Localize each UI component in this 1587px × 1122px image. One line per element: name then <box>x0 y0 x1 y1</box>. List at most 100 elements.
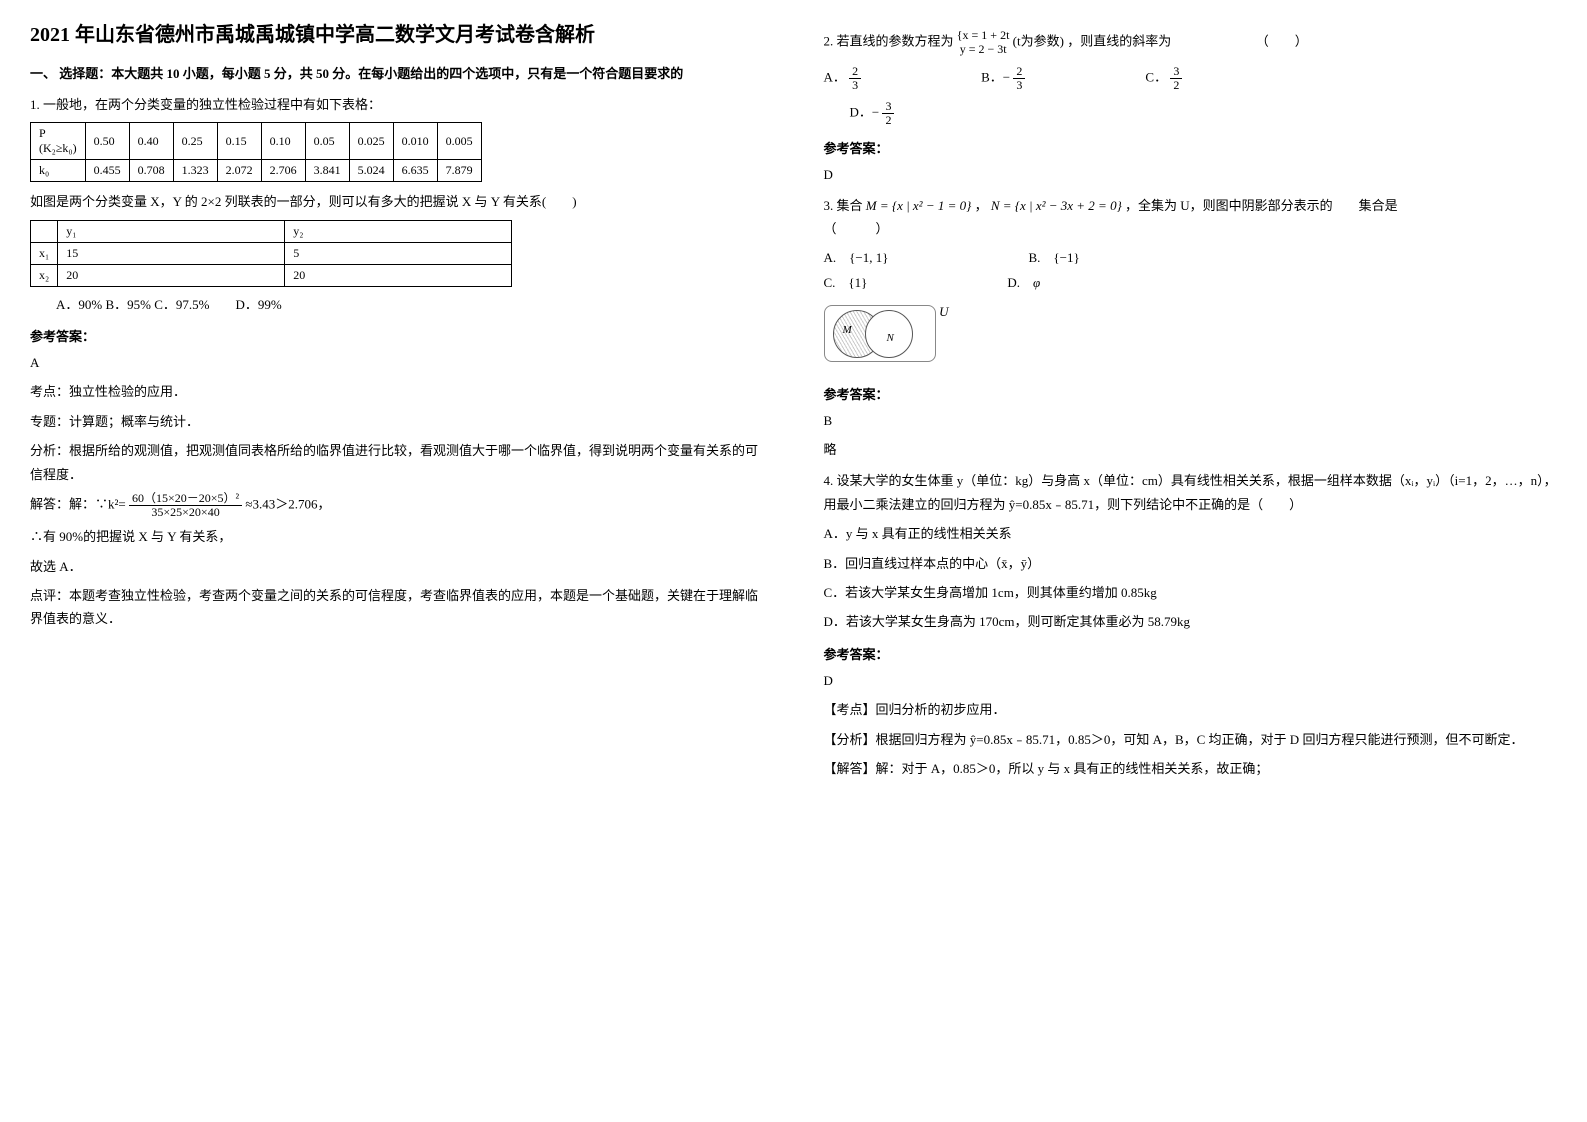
venn-label-n: N <box>887 332 894 344</box>
cell: k₀ <box>31 160 86 182</box>
q3-sep: ， <box>975 198 988 213</box>
cell: P (K₂≥k₀) <box>31 123 86 160</box>
q4-answer: D <box>824 669 1558 692</box>
opt-c: C．若该大学某女生身高增加 1cm，则其体重约增加 0.85kg <box>824 581 1558 604</box>
q1-table-2x2: y₁ y₂ x₁ 15 5 x₂ 20 20 <box>30 220 512 287</box>
cell: x₂ <box>31 264 58 286</box>
right-column: 2. 若直线的参数方程为 {x = 1 + 2t y = 2 − 3t (t为参… <box>824 20 1558 786</box>
opt-a: A．y 与 x 具有正的线性相关关系 <box>824 522 1558 545</box>
q3-answer: B <box>824 409 1558 432</box>
frac-bot: 3 <box>1013 79 1025 92</box>
cell: 0.025 <box>349 123 393 160</box>
cell: 0.40 <box>129 123 173 160</box>
q1-zhuanti: 专题：计算题；概率与统计． <box>30 410 764 433</box>
q1-line3: 故选 A． <box>30 555 764 578</box>
venn-label-m: M <box>843 324 852 336</box>
opt-val: {1} <box>848 275 867 290</box>
q2-tail: ，则直线的斜率为 （ ） <box>1067 33 1308 48</box>
cell: 3.841 <box>305 160 349 182</box>
opt-val: {−1, 1} <box>849 250 888 265</box>
opt-b: B. {−1} <box>1028 247 1079 266</box>
fraction: 3 2 <box>882 100 894 127</box>
frac-bot: 2 <box>882 114 894 127</box>
q4-fenxi: 【分析】根据回归方程为 ŷ=0.85x﹣85.71，0.85＞0，可知 A，B，… <box>824 728 1558 751</box>
q3-lead: 3. 集合 <box>824 198 863 213</box>
cell: 0.005 <box>437 123 481 160</box>
q3-options-row1: A. {−1, 1} B. {−1} <box>824 247 1558 266</box>
answer-label: 参考答案： <box>30 326 764 345</box>
frac-top: 3 <box>882 100 894 114</box>
q4-jieda: 【解答】解：对于 A，0.85＞0，所以 y 与 x 具有正的线性相关关系，故正… <box>824 757 1558 780</box>
cell: 1.323 <box>173 160 217 182</box>
q1-dianping: 点评：本题考查独立性检验，考查两个变量之间的关系的可信程度，考查临界值表的应用，… <box>30 584 764 631</box>
table-row: P (K₂≥k₀) 0.50 0.40 0.25 0.15 0.10 0.05 … <box>31 123 482 160</box>
q1-line2: ∴有 90%的把握说 X 与 Y 有关系， <box>30 525 764 548</box>
q1-table-chi: P (K₂≥k₀) 0.50 0.40 0.25 0.15 0.10 0.05 … <box>30 122 482 182</box>
q1-jieda: 解答：解：∵k²= 60（15×20－20×5）² 35×25×20×40 ≈3… <box>30 492 764 519</box>
opt-b: B．− 2 3 <box>981 65 1025 92</box>
cell: y₁ <box>58 220 285 242</box>
left-column: 2021 年山东省德州市禹城禹城镇中学高二数学文月考试卷含解析 一、 选择题：本… <box>30 20 764 786</box>
cell: 0.50 <box>85 123 129 160</box>
opt-c: C． 3 2 <box>1145 65 1182 92</box>
q4-text: 4. 设某大学的女生体重 y（单位：kg）与身高 x（单位：cm）具有线性相关关… <box>824 469 1558 516</box>
q2-text: 2. 若直线的参数方程为 {x = 1 + 2t y = 2 − 3t (t为参… <box>824 28 1558 57</box>
opt-c: C. {1} <box>824 272 868 291</box>
frac-top: 2 <box>1013 65 1025 79</box>
cell: 5.024 <box>349 160 393 182</box>
q2-answer: D <box>824 163 1558 186</box>
exam-title: 2021 年山东省德州市禹城禹城镇中学高二数学文月考试卷含解析 <box>30 20 764 50</box>
fraction: 60（15×20－20×5）² 35×25×20×40 <box>129 492 242 519</box>
cell <box>31 220 58 242</box>
q1-fenxi: 分析：根据所给的观测值，把观测值同表格所给的临界值进行比较，看观测值大于哪一个临… <box>30 439 764 486</box>
frac-bot: 3 <box>849 79 861 92</box>
set-m: M = {x | x² − 1 = 0} <box>866 198 972 213</box>
q1-mid: 如图是两个分类变量 X，Y 的 2×2 列联表的一部分，则可以有多大的把握说 X… <box>30 190 764 213</box>
param-eq: {x = 1 + 2t y = 2 − 3t <box>957 28 1010 57</box>
table-row: y₁ y₂ <box>31 220 512 242</box>
frac-top: 3 <box>1170 65 1182 79</box>
q1-options: A．90% B．95% C．97.5% D．99% <box>30 293 764 316</box>
q2-options-row1: A． 2 3 B．− 2 3 C． 3 2 <box>824 65 1558 92</box>
q3-brief: 略 <box>824 438 1558 461</box>
eq2: y = 2 − 3t <box>960 42 1007 56</box>
venn-diagram: U M N <box>824 305 936 362</box>
opt-d: D．若该大学某女生身高为 170cm，则可断定其体重必为 58.79kg <box>824 610 1558 633</box>
answer-label: 参考答案： <box>824 644 1558 663</box>
cell: 20 <box>285 264 512 286</box>
table-row: k₀ 0.455 0.708 1.323 2.072 2.706 3.841 5… <box>31 160 482 182</box>
cell: 0.25 <box>173 123 217 160</box>
cell: 0.10 <box>261 123 305 160</box>
page-root: 2021 年山东省德州市禹城禹城镇中学高二数学文月考试卷含解析 一、 选择题：本… <box>30 20 1557 786</box>
q1-kaodian: 考点：独立性检验的应用． <box>30 380 764 403</box>
cell: 0.05 <box>305 123 349 160</box>
frac-bot: 35×25×20×40 <box>129 506 242 519</box>
cell: 0.15 <box>217 123 261 160</box>
cell: 0.708 <box>129 160 173 182</box>
cell: 0.455 <box>85 160 129 182</box>
answer-label: 参考答案： <box>824 138 1558 157</box>
cell: 6.635 <box>393 160 437 182</box>
q4-kaodian: 【考点】回归分析的初步应用． <box>824 698 1558 721</box>
frac-top: 60（15×20－20×5）² <box>129 492 242 506</box>
cell: 2.706 <box>261 160 305 182</box>
table-row: x₂ 20 20 <box>31 264 512 286</box>
q1-text: 1. 一般地，在两个分类变量的独立性检验过程中有如下表格： <box>30 93 764 116</box>
q2-options-row2: D．− 3 2 <box>824 100 1558 127</box>
opt-val: φ <box>1033 275 1040 290</box>
cell: 0.010 <box>393 123 437 160</box>
cell: y₂ <box>285 220 512 242</box>
frac-bot: 2 <box>1170 79 1182 92</box>
cell: 2.072 <box>217 160 261 182</box>
table-row: x₁ 15 5 <box>31 242 512 264</box>
q2-lead: 2. 若直线的参数方程为 <box>824 33 954 48</box>
fraction: 3 2 <box>1170 65 1182 92</box>
section-1-heading: 一、 选择题：本大题共 10 小题，每小题 5 分，共 50 分。在每小题给出的… <box>30 64 764 85</box>
frac-top: 2 <box>849 65 861 79</box>
fraction: 2 3 <box>1013 65 1025 92</box>
cell: x₁ <box>31 242 58 264</box>
cell-sub: (K₂≥k₀) <box>39 141 77 155</box>
opt-val: {−1} <box>1053 250 1079 265</box>
venn-label-u: U <box>939 304 948 320</box>
answer-label: 参考答案： <box>824 384 1558 403</box>
